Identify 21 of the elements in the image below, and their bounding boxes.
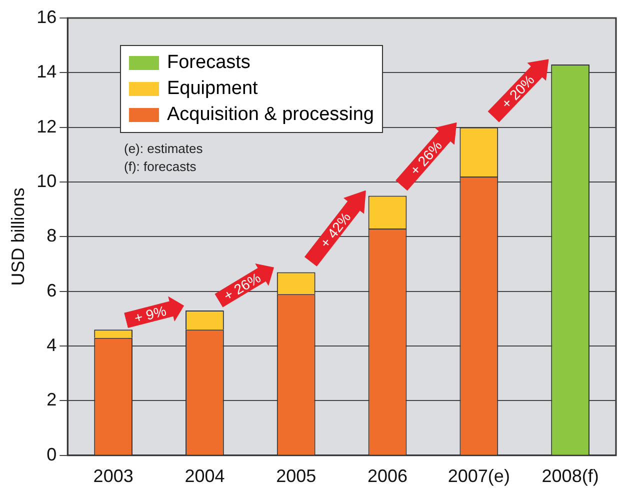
x-tick-label: 2005 bbox=[276, 466, 316, 486]
legend-label: Acquisition & processing bbox=[167, 104, 374, 126]
x-tick-label: 2007(e) bbox=[448, 466, 510, 486]
y-tick-label: 14 bbox=[36, 62, 57, 82]
y-tick-label: 6 bbox=[46, 280, 57, 300]
legend-label: Equipment bbox=[167, 78, 258, 100]
legend-label: Forecasts bbox=[167, 52, 250, 74]
x-tick-label: 2004 bbox=[184, 466, 225, 486]
y-tick-label: 10 bbox=[36, 170, 57, 191]
y-tick-label: 12 bbox=[36, 116, 57, 136]
x-tick-label: 2008(f) bbox=[542, 466, 599, 486]
y-tick-label: 16 bbox=[36, 6, 57, 27]
y-tick-label: 8 bbox=[46, 226, 57, 246]
annotation: (f): forecasts bbox=[124, 158, 198, 176]
x-tick-label: 2003 bbox=[93, 466, 134, 486]
y-tick-label: 0 bbox=[46, 444, 57, 464]
annotation: (e): estimates bbox=[124, 140, 203, 158]
x-tick-label: 2006 bbox=[367, 466, 408, 486]
y-tick-label: 2 bbox=[46, 390, 57, 410]
y-tick-label: 4 bbox=[46, 335, 57, 356]
y-axis-title: USD billions bbox=[8, 188, 28, 286]
